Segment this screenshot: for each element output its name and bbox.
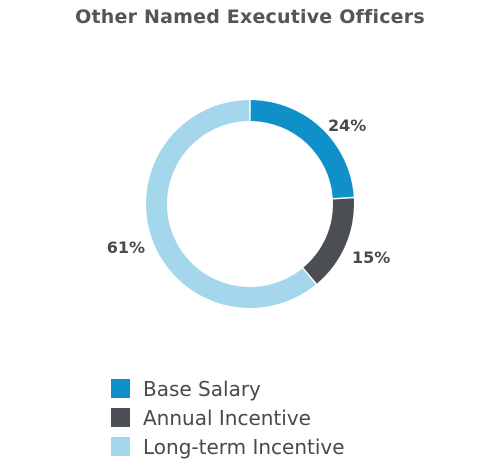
legend-item-annual-incentive: Annual Incentive bbox=[111, 403, 345, 432]
legend-swatch-annual-incentive bbox=[111, 408, 130, 427]
legend-label-base-salary: Base Salary bbox=[143, 376, 261, 401]
chart-legend: Base Salary Annual Incentive Long-term I… bbox=[111, 374, 345, 461]
donut-slice-annual-incentive bbox=[303, 198, 354, 284]
value-label-annual-incentive: 15% bbox=[352, 248, 390, 267]
chart-title: Other Named Executive Officers bbox=[75, 6, 425, 28]
legend-swatch-long-term-incentive bbox=[111, 437, 130, 456]
donut-slice-long-term-incentive bbox=[146, 100, 316, 308]
legend-label-long-term-incentive: Long-term Incentive bbox=[143, 434, 345, 459]
legend-swatch-base-salary bbox=[111, 379, 130, 398]
donut-slice-base-salary bbox=[250, 100, 354, 199]
donut-value-labels: 24% 15% 61% bbox=[107, 116, 391, 267]
legend-item-base-salary: Base Salary bbox=[111, 374, 345, 403]
donut-slices bbox=[146, 100, 354, 308]
value-label-long-term-incentive: 61% bbox=[107, 238, 145, 257]
legend-label-annual-incentive: Annual Incentive bbox=[143, 405, 311, 430]
value-label-base-salary: 24% bbox=[328, 116, 366, 135]
legend-item-long-term-incentive: Long-term Incentive bbox=[111, 432, 345, 461]
